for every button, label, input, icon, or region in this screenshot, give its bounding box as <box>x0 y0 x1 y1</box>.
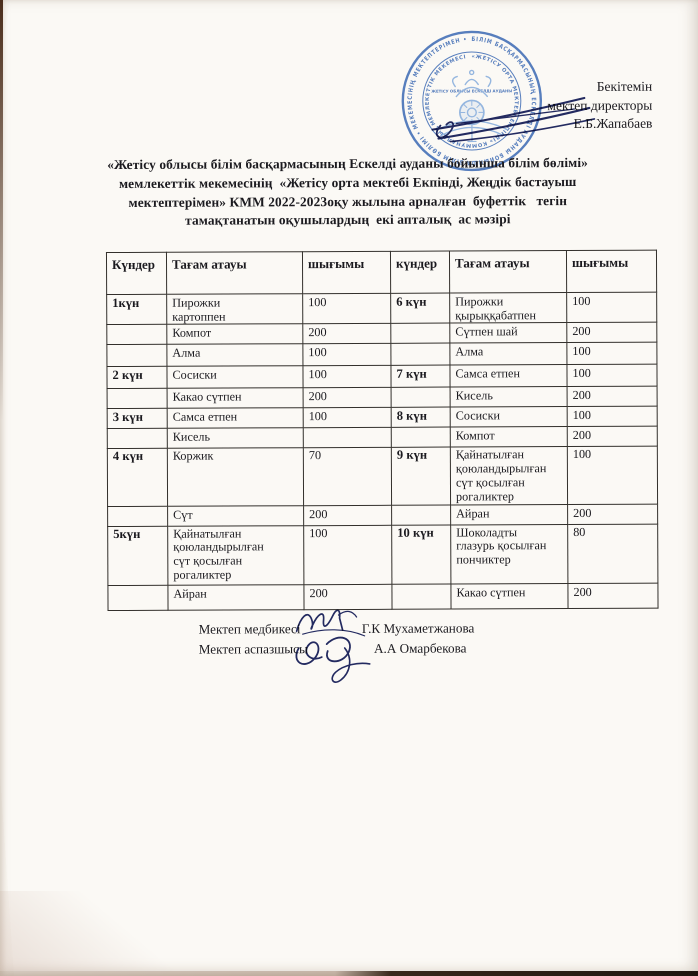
table-row: Алма 100 Алма 100 <box>106 342 657 367</box>
header-dish-right: Тағам атауы <box>449 250 567 294</box>
director-signature-ink <box>431 96 596 143</box>
table-row: Какао сүтпен 200 Кисель 200 <box>107 386 658 409</box>
portion-cell: 200 <box>567 582 659 609</box>
dish-cell: Компот <box>450 426 568 448</box>
portion-cell: 70 <box>303 447 392 506</box>
header-days-right: күндер <box>390 251 450 294</box>
day-cell: 6 күн <box>390 293 450 324</box>
portion-cell: 100 <box>567 406 658 427</box>
scan-edge-bottom <box>0 971 698 976</box>
portion-cell: 200 <box>302 323 391 345</box>
scan-edge-left <box>0 0 3 420</box>
day-cell <box>107 388 168 409</box>
cook-signature-ink <box>295 629 371 683</box>
portion-cell: 100 <box>566 292 657 323</box>
table-row: 4 күн Коржик 70 9 күн Қайнатылған қоюландыры… <box>107 446 658 507</box>
portion-cell: 80 <box>567 523 658 584</box>
dish-cell: Сосиски <box>450 406 568 428</box>
portion-cell: 100 <box>567 446 658 505</box>
day-cell <box>390 343 450 366</box>
day-cell: 4 күн <box>107 448 168 507</box>
day-cell <box>391 583 452 609</box>
portion-cell: 200 <box>567 426 658 447</box>
portion-cell: 100 <box>302 365 392 389</box>
portion-cell: 200 <box>303 504 392 526</box>
dish-cell: Компот <box>166 324 303 345</box>
table-row: 2 күн Сосиски 100 7 күн Самса етпен 100 <box>106 364 658 389</box>
dish-cell: Какао сүтпен <box>450 583 569 609</box>
document-title: «Жетісу облысы білім басқармасының Ескел… <box>27 154 669 232</box>
dish-cell: Самса етпен <box>167 408 304 429</box>
dish-cell: Қайнатылған қоюландырылған сүт қосылған … <box>450 446 568 505</box>
table-row: Айран 200 Какао сүтпен 200 <box>107 582 659 611</box>
title-line: мемлекеттік мекемесінің «Жетісу орта мек… <box>118 173 577 191</box>
header-output-right: шығымы <box>566 250 657 293</box>
day-cell: 3 күн <box>107 408 168 429</box>
dish-cell: Пирожки қырыққабатпен <box>449 292 567 324</box>
dish-cell: Сүтпен шай <box>449 322 567 344</box>
dish-cell: Пирожки картоппен <box>166 293 303 325</box>
dish-cell: Алма <box>449 342 567 366</box>
day-cell <box>106 324 167 345</box>
dish-cell: Қайнатылған қоюландырылған сүт қосылған … <box>167 525 304 585</box>
header-dish-left: Тағам атауы <box>166 251 303 295</box>
day-cell: 8 күн <box>391 407 451 428</box>
table-row: Кисель Компот 200 <box>107 426 658 449</box>
title-line: тамақтанатын оқушылардың екі апталық ас … <box>185 211 511 229</box>
scan-corner-shadow <box>0 891 190 971</box>
day-cell: 9 күн <box>391 447 451 505</box>
portion-cell: 100 <box>566 342 657 365</box>
header-output-left: шығымы <box>302 251 391 294</box>
day-cell <box>391 504 451 525</box>
title-line: «Жетісу облысы білім басқармасының Ескел… <box>107 154 589 173</box>
dish-cell: Алма <box>166 344 303 367</box>
table-row: 3 күн Самса етпен 100 8 күн Сосиски 100 <box>107 406 658 429</box>
portion-cell: 200 <box>566 322 657 343</box>
portion-cell: 100 <box>566 364 658 387</box>
day-cell <box>391 427 451 448</box>
dish-cell: Сүт <box>167 505 304 526</box>
meal-schedule-table: Күндер Тағам атауы шығымы күндер Тағам а… <box>106 250 659 611</box>
dish-cell: Кисель <box>167 428 304 449</box>
table-header-row: Күндер Тағам атауы шығымы күндер Тағам а… <box>106 250 657 295</box>
dish-cell: Какао сүтпен <box>167 388 304 409</box>
portion-cell: 100 <box>302 343 391 367</box>
nurse-signature-ink <box>295 609 358 633</box>
table-row: Компот 200 Сүтпен шай 200 <box>106 322 657 345</box>
portion-cell: 200 <box>303 387 392 409</box>
portion-cell: 100 <box>303 524 392 585</box>
day-cell <box>107 584 169 611</box>
day-cell <box>106 344 167 367</box>
dish-cell: Шоколадты глазурь қосылған пончиктер <box>450 524 568 584</box>
dish-cell: Самса етпен <box>449 364 568 388</box>
portion-cell: 200 <box>567 503 658 525</box>
table-row: Сүт 200 Айран 200 <box>107 503 658 527</box>
portion-cell: 100 <box>302 293 391 325</box>
table-row: 5күн Қайнатылған қоюландырылған сүт қосыл… <box>107 523 658 586</box>
day-cell <box>107 505 168 527</box>
day-cell <box>390 323 450 344</box>
dish-cell: Айран <box>167 584 305 610</box>
meal-table-body: 1күн Пирожки картоппен 100 6 күн Пирожки қыр… <box>106 292 659 611</box>
dish-cell: Кисель <box>450 386 568 408</box>
table-row: 1күн Пирожки картоппен 100 6 күн Пирожки қыр… <box>106 292 657 325</box>
portion-cell: 200 <box>567 386 658 407</box>
dish-cell: Сосиски <box>166 366 304 389</box>
day-cell <box>391 387 451 408</box>
header-days-left: Күндер <box>106 252 167 295</box>
day-cell: 10 күн <box>391 524 451 584</box>
day-cell: 2 күн <box>106 366 168 389</box>
day-cell <box>107 428 168 449</box>
dish-cell: Коржик <box>167 448 304 506</box>
portion-cell: 100 <box>303 407 392 429</box>
portion-cell <box>303 427 392 449</box>
official-stamp: БІЛІМ БАСҚАРМАСЫНЫҢ ЕСКЕЛДІ АУДАНЫ БОЙЫН… <box>401 30 543 172</box>
stamp-center-text: ЖЕТІСУ ОБЛЫСЫ ЕСКЕЛДІ АУДАНЫ <box>431 88 512 93</box>
day-cell: 5күн <box>107 525 168 586</box>
dish-cell: Айран <box>450 504 568 525</box>
day-cell: 7 күн <box>390 365 451 388</box>
day-cell: 1күн <box>106 294 167 325</box>
